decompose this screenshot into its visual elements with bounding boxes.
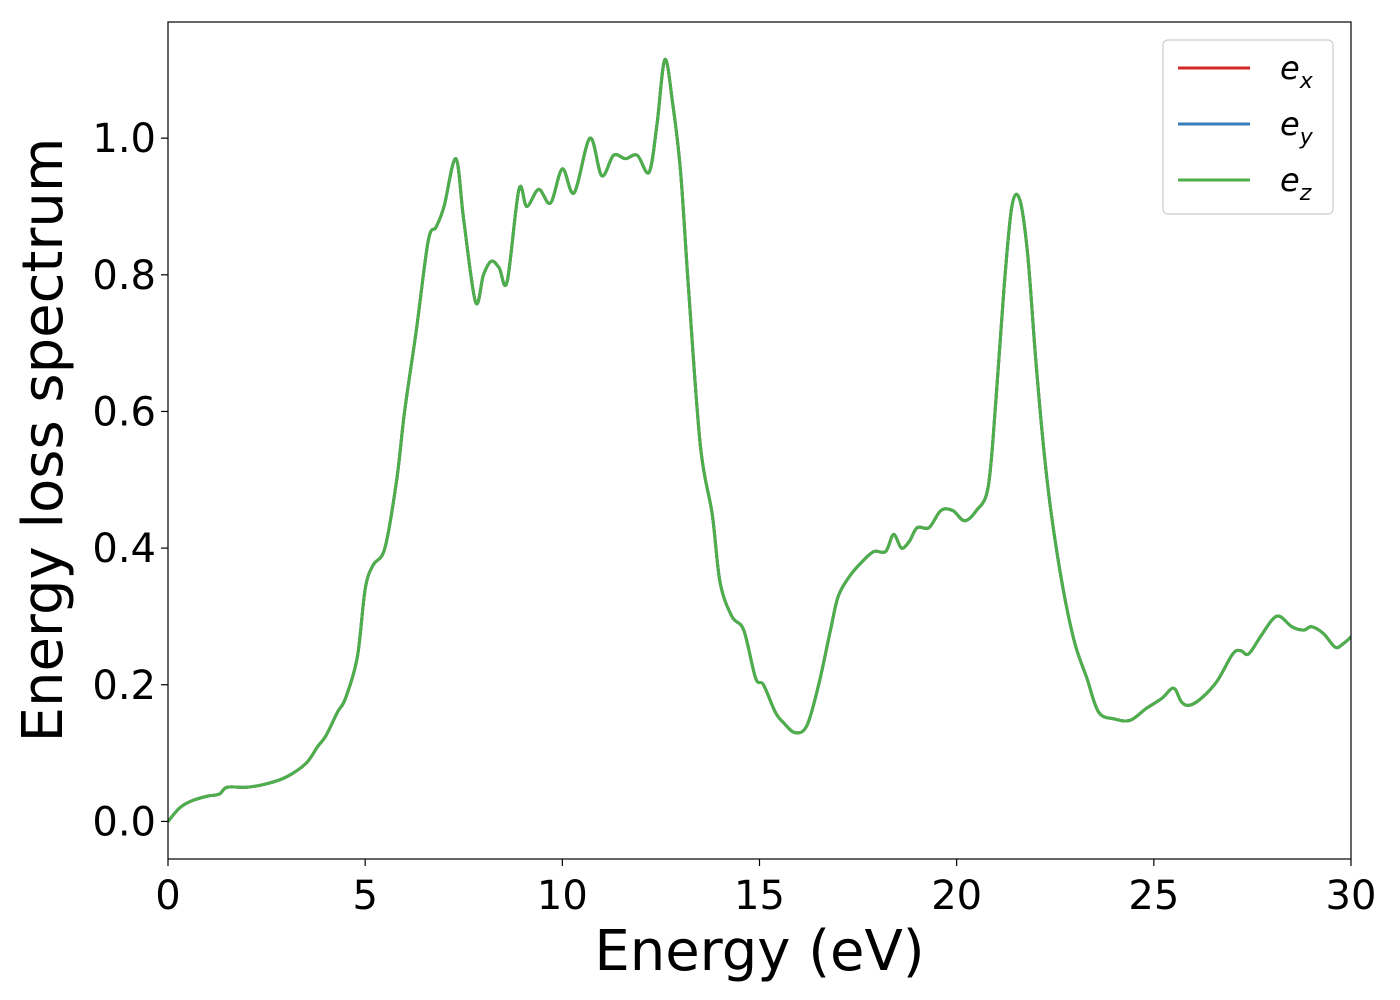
y-tick-label: 0.8	[92, 253, 156, 299]
y-tick-label: 1.0	[92, 116, 156, 162]
series-group	[168, 58, 1351, 823]
legend-label-x: ex	[1280, 49, 1314, 94]
series-line-z	[168, 58, 1351, 823]
y-axis-title: Energy loss spectrum	[11, 138, 76, 743]
legend-label-z: ez	[1280, 161, 1312, 206]
legend-label-base: e	[1280, 49, 1300, 87]
legend-box	[1162, 39, 1334, 215]
y-tick-label: 0.4	[92, 526, 156, 572]
x-axis: 0 5 10 15 20 25 30	[155, 859, 1376, 919]
y-tick-label: 0.0	[92, 799, 156, 845]
x-tick-label: 30	[1326, 873, 1377, 919]
x-tick-label: 20	[931, 873, 982, 919]
x-tick-label: 5	[352, 873, 377, 919]
y-axis: 0.0 0.2 0.4 0.6 0.8 1.0	[92, 116, 168, 845]
legend-label-base: e	[1280, 161, 1300, 199]
x-tick-label: 15	[734, 873, 785, 919]
legend-label-sub: z	[1299, 181, 1312, 206]
x-tick-label: 25	[1128, 873, 1179, 919]
legend-label-sub: x	[1299, 69, 1314, 94]
x-tick-label: 0	[155, 873, 180, 919]
legend-label-base: e	[1280, 105, 1300, 143]
y-tick-label: 0.6	[92, 389, 156, 435]
legend-label-sub: y	[1299, 125, 1314, 150]
x-tick-label: 10	[537, 873, 588, 919]
y-tick-label: 0.2	[92, 663, 156, 709]
legend-label-y: ey	[1280, 105, 1314, 150]
x-axis-title: Energy (eV)	[594, 919, 924, 984]
